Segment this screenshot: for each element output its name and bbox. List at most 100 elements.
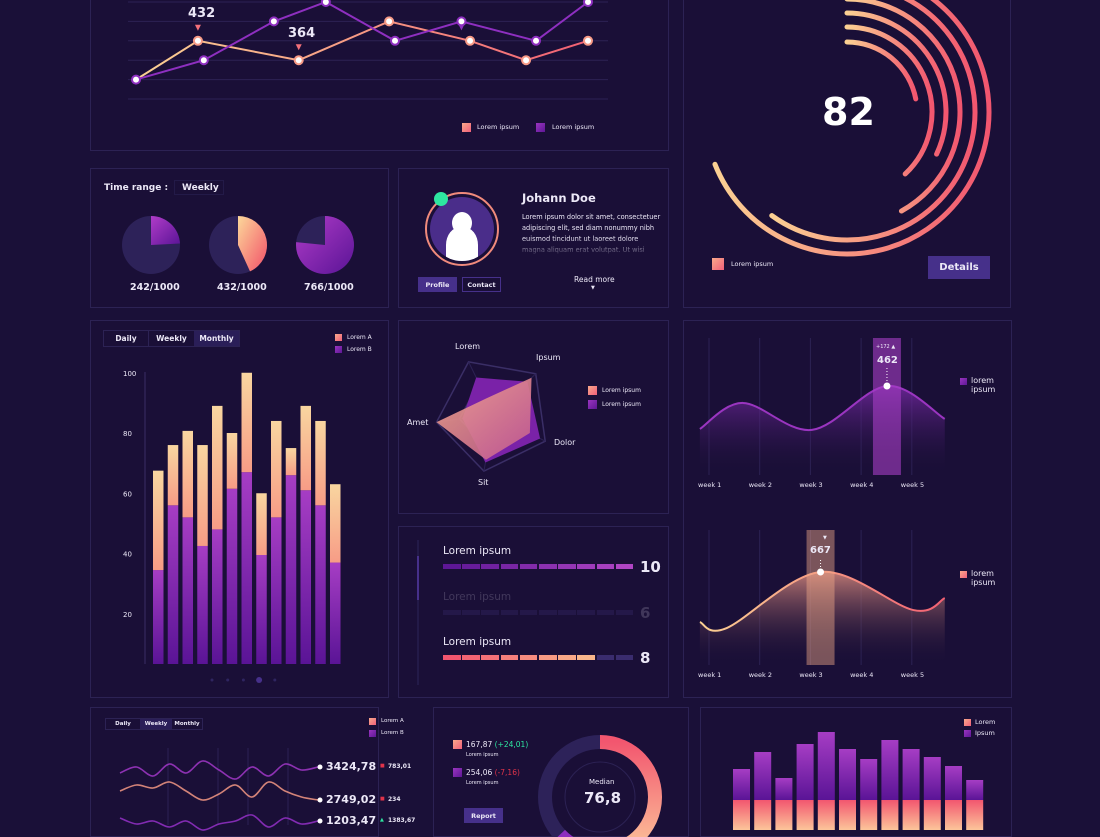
trend-down-icon: ■	[380, 796, 385, 802]
trend-up-icon: ▲	[380, 817, 384, 823]
wave-legend-swatch-1	[960, 378, 967, 385]
bar-ipsum	[775, 778, 793, 800]
progress-value: 10	[640, 558, 661, 576]
bar-lorem-a	[256, 493, 267, 556]
progress-segment	[500, 609, 519, 615]
series-value: 2749,02	[326, 793, 377, 806]
progress-segment	[481, 564, 499, 569]
time-range-select[interactable]: Weekly	[174, 180, 224, 195]
bar-lorem-b	[256, 555, 267, 664]
value: 167,87	[466, 740, 493, 749]
progress-value: 6	[640, 603, 651, 622]
legend-swatch-series-1	[462, 123, 471, 132]
legend-label-series-1: Lorem ipsum	[477, 123, 520, 131]
legend-swatch-lorem-a	[369, 718, 376, 725]
donut-item-2-swatch	[453, 768, 462, 777]
progress-segment	[577, 655, 595, 660]
progress-segment	[539, 564, 557, 569]
wave-line	[699, 384, 946, 431]
data-point	[456, 16, 467, 27]
progress-segment	[596, 564, 615, 569]
bar-ipsum	[881, 740, 899, 800]
progress-segment	[519, 609, 538, 615]
legend-label-series-2: Lorem ipsum	[552, 123, 595, 131]
pagination-dot[interactable]	[210, 678, 214, 682]
tab-weekly[interactable]: Weekly	[140, 719, 172, 729]
series-delta: 1383,67	[388, 817, 416, 824]
donut-item-1-label: Lorem ipsum	[466, 752, 499, 758]
radar-legend-label-2: Lorem ipsum	[602, 401, 641, 408]
data-point	[521, 55, 532, 66]
legend-label-lorem-b: Lorem B	[381, 730, 404, 736]
x-tick-label: week 1	[698, 671, 721, 679]
bar-ipsum	[796, 744, 814, 800]
bar-lorem-a	[315, 420, 326, 506]
progress-segment	[462, 609, 480, 615]
report-button[interactable]: Report	[464, 808, 503, 823]
x-tick-label: week 1	[698, 481, 721, 489]
y-tick-label: 20	[123, 611, 132, 619]
progress-segment	[596, 609, 615, 615]
progress-value: 8	[640, 649, 651, 667]
bar-lorem-a	[197, 445, 208, 546]
bar-ipsum	[966, 780, 984, 800]
progress-segment	[539, 655, 557, 660]
progress-scrollbar[interactable]	[417, 540, 419, 685]
annotation-marker	[295, 44, 302, 51]
contact-button[interactable]: Contact	[462, 277, 501, 292]
radar-grid	[435, 361, 547, 473]
bar-lorem-a	[241, 372, 252, 473]
profile-button[interactable]: Profile	[418, 277, 457, 292]
tab-weekly[interactable]: Weekly	[156, 334, 187, 343]
progress-segment	[596, 655, 615, 660]
gauge-ring-3	[844, 0, 963, 214]
progress-segment	[462, 564, 480, 569]
avatar[interactable]	[425, 192, 499, 266]
pagination-dot[interactable]	[273, 678, 277, 682]
data-point	[531, 35, 542, 46]
gauge-ring-4	[844, 10, 949, 157]
tab-daily[interactable]: Daily	[104, 331, 149, 346]
tab-monthly[interactable]: Monthly	[194, 331, 239, 346]
profile-bio: Lorem ipsum dolor sit amet, consectetuer…	[522, 213, 661, 258]
read-more-link[interactable]: Read more	[574, 275, 615, 284]
series-line-2	[135, 0, 589, 81]
bar-lorem-b	[315, 505, 326, 664]
x-tick-label: week 4	[850, 481, 873, 489]
series-end-point	[317, 797, 323, 803]
progress-label: Lorem ipsum	[443, 590, 512, 603]
details-button[interactable]: Details	[928, 256, 990, 279]
progress-segment	[577, 609, 595, 615]
bar-ipsum	[902, 749, 920, 800]
bar-lorem-b	[271, 517, 282, 664]
series-end-point	[317, 818, 323, 824]
annotation-marker	[194, 24, 201, 31]
pagination-dot[interactable]	[226, 678, 230, 682]
legend-swatch-lorem-b	[369, 730, 376, 737]
pagination-dot[interactable]	[241, 678, 245, 682]
wave-area	[699, 385, 945, 475]
series-end-point	[317, 764, 323, 770]
donut-segment-peach	[599, 735, 662, 837]
legend-swatch-ipsum	[964, 730, 971, 737]
donut-item-1-swatch	[453, 740, 462, 749]
chevron-down-icon[interactable]: ▼	[591, 285, 595, 291]
progress-segment	[539, 609, 557, 615]
bar-lorem-a	[182, 430, 193, 518]
annotation-432: 432	[188, 6, 216, 21]
series-delta: 234	[388, 796, 401, 803]
tab-daily[interactable]: Daily	[115, 721, 131, 727]
tab-monthly[interactable]: Monthly	[174, 721, 200, 727]
donut-center-label: Median	[589, 778, 615, 786]
bar-lorem-b	[182, 517, 193, 664]
donut-item-2-value: 254,06 (-7,16)	[466, 768, 520, 777]
legend-swatch-lorem-a	[335, 334, 342, 341]
progress-segment	[519, 655, 538, 660]
data-point	[320, 0, 331, 7]
bar-lorem-b	[153, 570, 164, 664]
gauge-ring-2	[769, 0, 978, 243]
bar-lorem-b	[167, 505, 179, 664]
annotation-364: 364	[288, 26, 316, 41]
progress-segment	[615, 564, 634, 569]
pagination-dot[interactable]	[256, 677, 263, 683]
